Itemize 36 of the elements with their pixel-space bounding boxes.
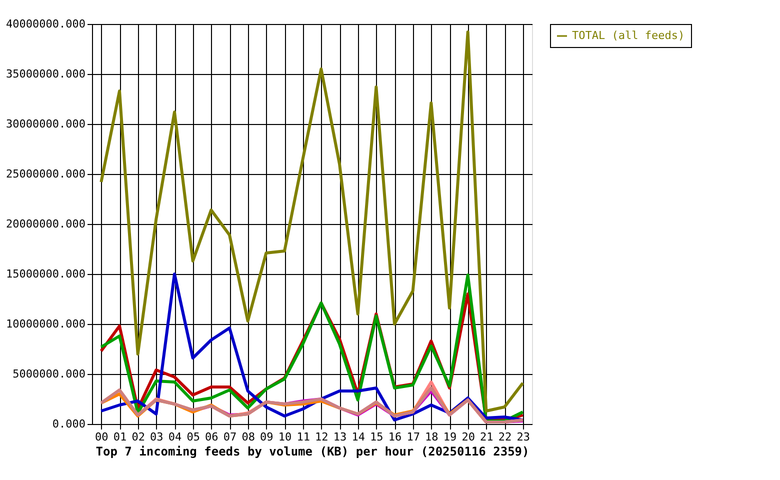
x-axis-title: Top 7 incoming feeds by volume (KB) per hour (20250116 2359) [96, 444, 530, 458]
x-tick-label: 22 [498, 430, 512, 444]
x-tick-label: 12 [315, 430, 328, 444]
x-tick-label: 02 [132, 430, 145, 444]
y-tick-label: 40000000.000 [6, 18, 86, 30]
y-tick-label: 20000000.000 [6, 218, 86, 230]
x-tick-label: 04 [168, 430, 182, 444]
x-tick-label: 20 [462, 430, 475, 444]
y-tick-label: 5000000.000 [12, 368, 86, 380]
y-tick-label: 25000000.000 [6, 168, 86, 180]
y-tick-label: 15000000.000 [6, 268, 86, 280]
x-tick-label: 00 [95, 430, 108, 444]
x-tick-label: 19 [443, 430, 457, 444]
x-tick-label: 14 [352, 430, 366, 444]
x-tick-label: 21 [480, 430, 494, 444]
x-tick-label: 06 [205, 430, 218, 444]
x-tick-label: 13 [333, 430, 347, 444]
x-tick-label: 08 [242, 430, 255, 444]
x-tick-label: 05 [186, 430, 200, 444]
y-tick-label: 35000000.000 [6, 68, 86, 80]
x-tick-label: 10 [278, 430, 292, 444]
x-tick-label: 16 [388, 430, 402, 444]
x-tick-label: 09 [260, 430, 274, 444]
x-tick-label: 23 [516, 430, 530, 444]
y-tick-label: 10000000.000 [6, 318, 86, 330]
x-tick-label: 07 [223, 430, 237, 444]
x-tick-label: 03 [150, 430, 164, 444]
x-tick-label: 11 [296, 430, 310, 444]
x-tick-label: 18 [425, 430, 438, 444]
y-tick-label: 0.000 [52, 418, 86, 430]
x-tick-label: 15 [370, 430, 384, 444]
line-series [100, 30, 524, 412]
legend-label: TOTAL (all feeds) [572, 29, 685, 42]
x-tick-label: 01 [113, 430, 127, 444]
y-tick-label: 30000000.000 [6, 118, 86, 130]
x-tick-label: 17 [406, 430, 420, 444]
